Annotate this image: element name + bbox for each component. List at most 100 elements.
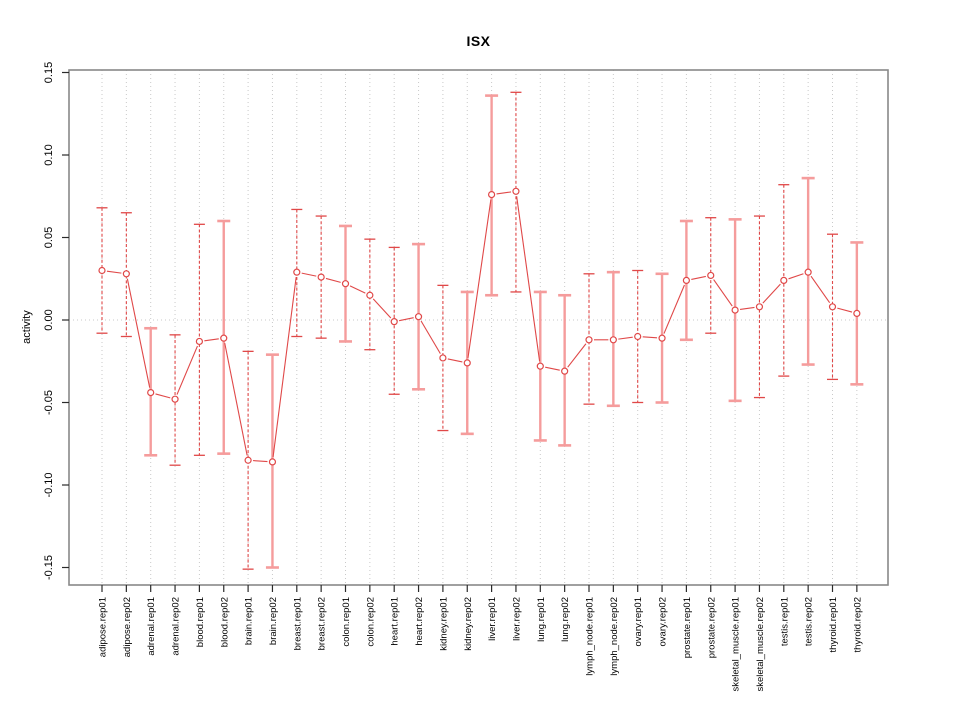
series-line-segment [372,298,392,319]
x-tick-label: liver.rep02 [511,597,522,641]
series-line-segment [204,338,219,342]
chart-title: ISX [466,33,491,49]
series-line-segment [272,277,297,458]
x-tick-label: brain.rep02 [268,597,279,645]
x-tick-label: lymph_node.rep02 [609,597,620,676]
series-line-segment [713,279,733,307]
x-tick-label: thyroid.rep02 [852,597,863,652]
data-point-marker [244,456,252,464]
series-line-segment [545,366,560,371]
x-tick-label: ovary.rep02 [658,597,669,646]
series-line-segment [642,336,658,339]
data-point-marker [268,458,277,466]
series-line-segment [496,191,512,195]
data-point-marker [488,191,496,199]
data-point-marker [341,280,350,288]
x-tick-label: brain.rep01 [244,597,255,645]
data-point-marker [220,334,228,342]
x-tick-label: prostate.rep02 [706,597,717,658]
x-tick-label: lung.rep01 [536,597,547,642]
x-tick-label: kidney.rep02 [463,597,474,651]
series-line-segment [739,306,755,310]
series-line-segment [325,277,341,283]
x-tick-label: thyroid.rep01 [828,597,839,652]
x-tick-label: colon.rep02 [365,597,376,647]
x-tick-label: testis.rep02 [804,597,815,646]
y-tick-label: -0.15 [43,555,55,580]
data-point-marker [366,291,374,299]
x-tick-label: liver.rep01 [487,597,498,641]
data-point-marker [122,270,130,278]
data-point-marker [317,273,325,281]
x-tick-label: skeletal_muscle.rep02 [755,597,766,692]
x-tick-label: prostate.rep01 [682,597,693,658]
x-tick-label: blood.rep02 [219,597,230,647]
data-point-marker [463,359,471,367]
series-line-segment [762,283,781,304]
x-tick-label: heart.rep02 [414,597,425,646]
data-point-marker [731,306,739,314]
x-tick-label: kidney.rep01 [438,597,449,651]
series-line-segment [618,336,633,340]
series-line-segment [420,320,441,354]
x-tick-label: blood.rep01 [195,597,206,647]
series-line-segment [663,284,685,334]
x-tick-label: lymph_node.rep01 [585,597,596,676]
x-tick-label: colon.rep01 [341,597,352,647]
data-point-marker [195,337,203,346]
data-point-marker [804,268,812,276]
data-point-marker [512,187,520,195]
series-line-segment [224,342,248,456]
data-point-marker [147,389,155,397]
x-tick-label: breast.rep02 [317,597,328,650]
series-line-segment [467,199,492,359]
data-point-marker [682,276,691,284]
y-tick-label: 0.05 [43,227,55,248]
series-line-segment [301,272,317,277]
plot-border [68,69,889,586]
data-point-marker [585,336,593,344]
y-tick-label: 0.10 [43,144,55,165]
x-tick-label: lung.rep02 [560,597,571,642]
data-point-marker [98,266,106,275]
series-line-segment [447,358,463,363]
data-point-marker [390,318,398,326]
x-tick-label: adrenal.rep02 [171,597,182,656]
x-tick-label: heart.rep01 [390,597,401,646]
y-tick-label: -0.10 [43,472,55,497]
y-tick-label: 0.15 [43,62,55,83]
data-point-marker [828,303,837,311]
data-point-marker [561,367,569,375]
series-line-segment [106,270,122,274]
series-line-segment [567,343,587,368]
series-line-segment [176,345,198,395]
series-line-segment [253,460,268,463]
y-tick-label: -0.05 [43,390,55,415]
series-line-segment [691,275,706,280]
series-line-segment [516,196,541,362]
x-tick-label: adrenal.rep01 [146,597,157,656]
series-line-segment [349,285,366,294]
data-point-marker [853,309,861,317]
x-tick-label: testis.rep01 [779,597,790,646]
x-tick-label: adipose.rep01 [98,597,109,657]
series-line-segment [837,307,853,313]
data-point-marker [293,268,301,276]
x-tick-label: ovary.rep01 [633,597,644,646]
data-point-marker [536,362,544,370]
data-point-marker [634,332,642,341]
data-point-marker [171,395,179,403]
data-point-marker [780,276,788,284]
series-line-segment [810,275,831,304]
series-line-segment [155,393,171,399]
x-tick-label: adipose.rep02 [122,597,133,657]
data-point-marker [439,354,447,362]
data-point-marker [707,271,715,280]
series-line-segment [398,317,414,322]
x-tick-label: skeletal_muscle.rep01 [731,597,742,692]
data-point-marker [414,313,423,321]
series-line-segment [788,273,804,280]
y-tick-label: 0.00 [43,309,55,330]
data-point-marker [658,334,666,342]
